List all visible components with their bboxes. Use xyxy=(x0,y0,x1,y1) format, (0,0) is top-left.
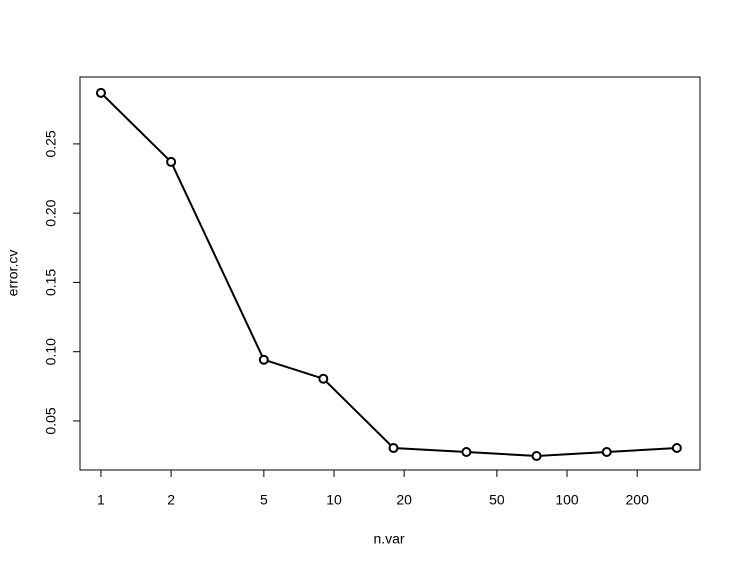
data-point xyxy=(95,87,106,98)
y-tick-label: 0.20 xyxy=(43,199,59,226)
x-tick-label: 200 xyxy=(626,492,650,508)
y-tick-label: 0.05 xyxy=(43,407,59,434)
x-tick-label: 5 xyxy=(260,492,268,508)
plot-frame xyxy=(79,76,701,471)
data-point xyxy=(531,451,542,462)
y-tick-label: 0.10 xyxy=(43,338,59,365)
y-axis-title: error.cv xyxy=(5,250,21,297)
x-tick-label: 50 xyxy=(489,492,505,508)
data-point xyxy=(671,442,682,453)
x-tick-label: 1 xyxy=(97,492,105,508)
data-point xyxy=(258,354,269,365)
y-tick-label: 0.25 xyxy=(43,130,59,157)
x-tick-label: 10 xyxy=(326,492,342,508)
x-tick-label: 100 xyxy=(555,492,579,508)
x-tick-label: 2 xyxy=(167,492,175,508)
data-point xyxy=(461,446,472,457)
data-point xyxy=(601,446,612,457)
data-point xyxy=(166,156,177,167)
data-point xyxy=(318,373,329,384)
data-point xyxy=(388,442,399,453)
y-tick-label: 0.15 xyxy=(43,269,59,296)
data-line xyxy=(100,92,677,458)
x-axis-title: n.var xyxy=(373,531,404,547)
x-tick-label: 20 xyxy=(396,492,412,508)
